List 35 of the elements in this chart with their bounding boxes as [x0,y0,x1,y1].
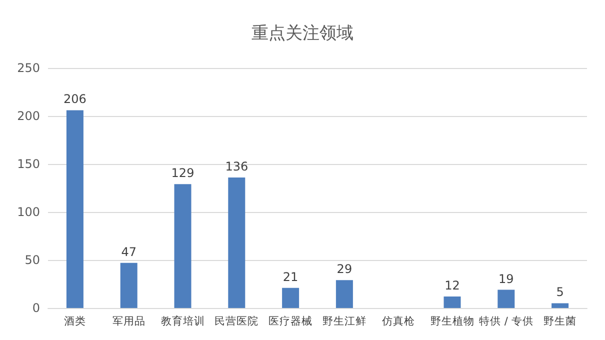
bar [552,303,569,308]
x-tick-label: 酒类 [64,314,86,328]
x-tick-label: 医疗器械 [268,314,313,328]
data-label: 5 [556,285,564,300]
bar [120,262,138,308]
bar [66,110,84,308]
bar [336,280,353,308]
data-label: 129 [171,166,194,180]
data-label: 21 [282,270,298,284]
data-label: 47 [121,244,136,259]
bar [282,288,300,308]
bar [498,290,515,308]
y-tick-label: 250 [17,61,40,75]
data-label: 206 [63,92,86,106]
x-tick-label: 野生植物 [430,314,474,328]
x-tick-label: 教育培训 [160,314,205,328]
x-tick-label: 仿真枪 [380,314,415,328]
data-label: 29 [336,262,352,276]
x-tick-label: 野生菌 [544,314,577,328]
data-label: 19 [498,272,514,286]
bar [228,177,246,308]
data-label: 136 [225,159,248,174]
x-tick-label: 野生江鲜 [322,314,366,328]
data-label: 12 [444,278,460,292]
x-tick-label: 军用品 [112,316,146,328]
chart-title: 重点关注领域 [252,24,354,44]
x-tick-label: 特供 / 专供 [479,314,534,328]
x-tick-label: 民营医院 [214,314,259,328]
bar [444,296,461,308]
y-tick-label: 50 [24,253,40,267]
bar [174,184,192,308]
y-tick-label: 100 [17,205,40,219]
y-tick-label: 0 [32,301,40,315]
y-tick-label: 200 [17,109,40,123]
y-tick-label: 150 [17,157,40,171]
